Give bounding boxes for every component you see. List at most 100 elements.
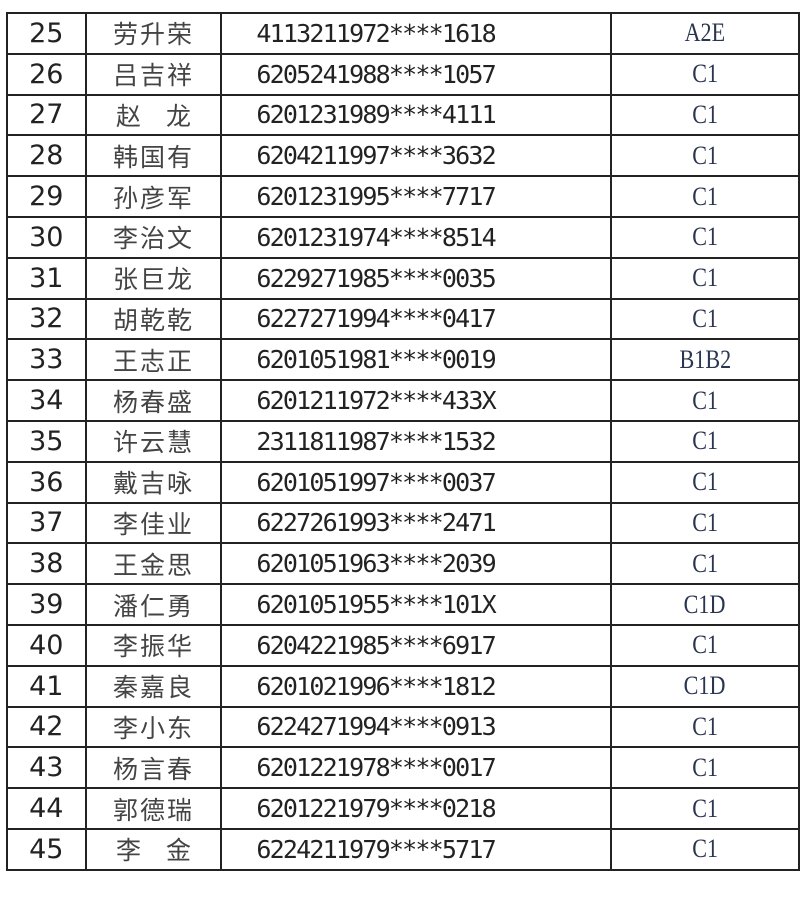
license-class: C1	[692, 222, 718, 252]
license-class: C1	[692, 630, 718, 660]
license-class-cell: C1	[610, 379, 800, 422]
license-class-cell: C1	[610, 460, 800, 504]
person-name-cell: 许云慧	[84, 419, 223, 463]
license-class-cell: A2E	[610, 12, 800, 55]
id-number: 6229271985****0035	[256, 263, 496, 293]
row-number-cell: 37	[6, 501, 87, 545]
person-name: 郭德瑞	[112, 795, 194, 825]
row-number-cell: 36	[6, 460, 87, 504]
row-number: 37	[29, 507, 64, 539]
person-name-cell: 秦嘉良	[84, 664, 223, 708]
license-class: C1	[692, 385, 718, 415]
person-name-cell: 潘仁勇	[84, 583, 223, 626]
license-class: C1	[692, 59, 718, 89]
row-number-cell: 38	[6, 542, 87, 586]
person-name-cell: 劳升荣	[84, 12, 223, 55]
id-number-cell: 6224211979****5717	[220, 827, 613, 871]
row-number: 33	[29, 344, 64, 376]
table-body: 25 劳升荣 4113211972****1618 A2E 26 吕吉祥 620524198…	[6, 12, 800, 871]
license-class: C1	[692, 99, 718, 129]
license-class: C1	[692, 752, 718, 782]
id-number-cell: 6229271985****0035	[220, 256, 613, 300]
id-number: 6201051955****101X	[256, 590, 496, 620]
row-number: 29	[29, 181, 64, 213]
row-number: 28	[29, 140, 64, 172]
id-number: 6201231989****4111	[256, 100, 496, 130]
row-number: 40	[29, 629, 64, 661]
id-number: 4113211972****1618	[256, 18, 496, 48]
id-number-cell: 2311811987****1532	[220, 419, 613, 463]
id-number-cell: 4113211972****1618	[220, 12, 613, 55]
id-number: 6201221978****0017	[256, 753, 496, 783]
person-name-cell: 李 金	[84, 827, 223, 871]
license-class: C1	[692, 140, 718, 170]
license-class: C1	[692, 303, 718, 333]
row-number: 30	[29, 221, 64, 253]
row-number: 44	[29, 793, 64, 825]
person-name-cell: 王金思	[84, 542, 223, 586]
person-name: 赵 龙	[115, 101, 191, 131]
person-name: 李佳业	[112, 509, 194, 539]
person-name: 杨言春	[112, 754, 194, 784]
id-number: 6201051963****2039	[256, 549, 496, 579]
id-number: 6201221979****0218	[256, 794, 496, 824]
license-class: C1	[692, 548, 718, 578]
table-row: 26 吕吉祥 6205241988****1057 C1	[6, 52, 800, 96]
id-number: 6201211972****433X	[256, 386, 496, 416]
license-class-cell: C1	[610, 134, 800, 178]
person-name: 许云慧	[112, 428, 194, 458]
table-row: 41 秦嘉良 6201021996****1812 C1D	[6, 664, 800, 708]
row-number-cell: 28	[6, 134, 87, 178]
person-name: 戴吉咏	[112, 469, 194, 499]
license-holder-table: 25 劳升荣 4113211972****1618 A2E 26 吕吉祥 620524198…	[6, 12, 800, 871]
id-number-cell: 6201221979****0218	[220, 787, 613, 830]
license-class: C1D	[684, 671, 726, 701]
license-class-cell: C1	[610, 175, 800, 218]
table-row: 35 许云慧 2311811987****1532 C1	[6, 419, 800, 463]
row-number-cell: 29	[6, 175, 87, 218]
row-number: 41	[29, 670, 64, 702]
license-class-cell: C1	[610, 705, 800, 749]
id-number: 6224271994****0913	[256, 712, 496, 742]
row-number-cell: 32	[6, 297, 87, 341]
license-class-cell: C1D	[610, 583, 800, 626]
license-class-cell: C1	[610, 419, 800, 463]
row-number: 34	[29, 385, 64, 417]
person-name: 杨春盛	[112, 387, 194, 417]
id-number-cell: 6201231989****4111	[220, 93, 613, 137]
table-row: 42 李小东 6224271994****0913 C1	[6, 705, 800, 749]
row-number: 42	[29, 711, 64, 743]
id-number-cell: 6227261993****2471	[220, 501, 613, 545]
person-name: 吕吉祥	[112, 61, 194, 91]
license-class-cell: C1	[610, 746, 800, 790]
table-row: 33 王志正 6201051981****0019 B1B2	[6, 338, 800, 382]
person-name-cell: 杨春盛	[84, 379, 223, 422]
person-name: 潘仁勇	[112, 591, 194, 621]
license-class: B1B2	[679, 344, 731, 374]
row-number: 43	[29, 752, 64, 784]
id-number: 6224211979****5717	[256, 834, 496, 864]
row-number-cell: 31	[6, 256, 87, 300]
id-number: 6201051981****0019	[256, 345, 496, 375]
license-class-cell: B1B2	[610, 338, 800, 382]
table-row: 31 张巨龙 6229271985****0035 C1	[6, 256, 800, 300]
row-number-cell: 39	[6, 583, 87, 626]
person-name-cell: 孙彦军	[84, 175, 223, 218]
id-number: 6227261993****2471	[256, 508, 496, 538]
row-number-cell: 43	[6, 746, 87, 790]
person-name: 秦嘉良	[112, 673, 194, 703]
row-number: 45	[29, 833, 64, 865]
license-class: C1D	[684, 589, 726, 619]
person-name-cell: 吕吉祥	[84, 52, 223, 96]
license-class-cell: C1	[610, 256, 800, 300]
license-class-cell: C1	[610, 297, 800, 341]
row-number-cell: 44	[6, 787, 87, 830]
id-number: 2311811987****1532	[256, 426, 496, 456]
person-name: 李 金	[115, 836, 191, 866]
row-number-cell: 40	[6, 623, 87, 667]
row-number: 39	[29, 589, 64, 621]
person-name: 王志正	[112, 346, 194, 376]
row-number-cell: 30	[6, 215, 87, 259]
table-row: 40 李振华 6204221985****6917 C1	[6, 623, 800, 667]
person-name: 韩国有	[112, 142, 194, 172]
